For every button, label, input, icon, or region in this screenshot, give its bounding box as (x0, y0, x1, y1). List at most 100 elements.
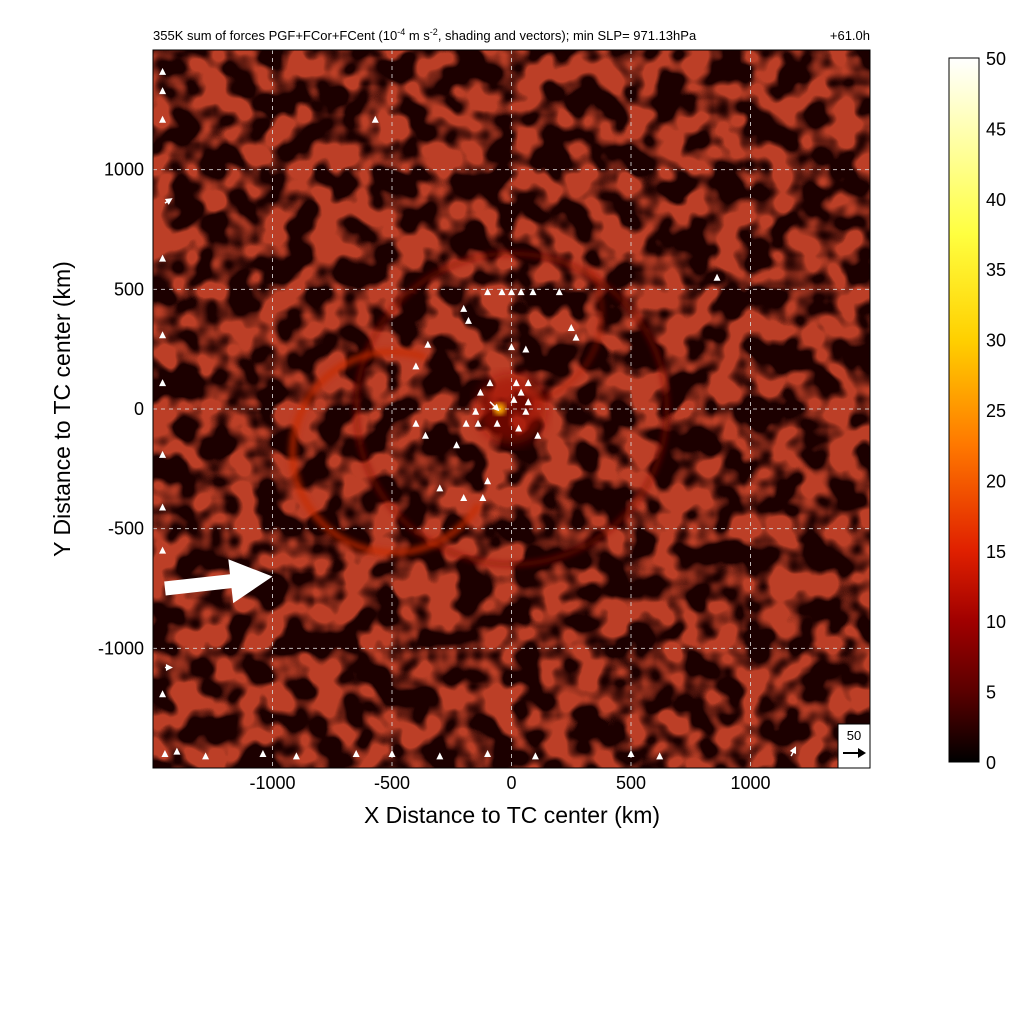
colorbar-tick-label: 0 (986, 753, 996, 773)
force-vector-head (491, 403, 500, 412)
force-vector (555, 288, 563, 296)
force-vector-head (159, 690, 167, 698)
force-vector (479, 493, 487, 501)
force-vector (159, 450, 167, 458)
force-vector-head (388, 750, 396, 758)
force-vector-head (524, 398, 532, 406)
force-vector (486, 379, 494, 387)
force-vector-head (159, 379, 167, 387)
force-vector-head (555, 288, 563, 296)
force-vector-head (202, 752, 210, 760)
force-vector (508, 343, 515, 351)
force-vector (517, 388, 525, 396)
force-vector-head (517, 288, 525, 296)
force-vector (498, 288, 506, 296)
force-vector-head (486, 379, 494, 387)
force-vector-head (464, 316, 472, 324)
time-label: +61.0h (830, 28, 870, 43)
colorbar-tick-label: 25 (986, 401, 1006, 421)
x-tick-label: 500 (616, 773, 646, 793)
spiral-band (289, 348, 483, 557)
force-vector-head (436, 752, 444, 760)
reference-vector-label: 50 (847, 728, 861, 743)
force-vector-head (524, 379, 532, 387)
force-vector (534, 431, 542, 439)
force-vector-head (412, 362, 420, 370)
x-tick-label: 1000 (730, 773, 770, 793)
force-vector-head (412, 419, 420, 427)
force-vector-head (484, 750, 492, 758)
force-vector (512, 379, 520, 387)
force-vector-head (462, 419, 470, 427)
force-vector (460, 493, 468, 501)
colorbar-tick-label: 45 (986, 119, 1006, 139)
x-tick-label: 0 (506, 773, 516, 793)
force-vector-head (534, 431, 542, 439)
force-vector (292, 752, 300, 760)
force-vector (508, 288, 515, 296)
force-vector (159, 503, 167, 511)
force-vector (164, 663, 173, 671)
force-vector (436, 752, 444, 760)
force-vector-head (484, 477, 492, 485)
force-vector (173, 747, 181, 755)
force-vector-head (572, 333, 580, 341)
large-vector-arrow (164, 559, 273, 604)
force-vector-head (159, 546, 167, 554)
force-vector (421, 431, 429, 439)
force-vector (489, 401, 500, 412)
y-ticks: -1000 -500 0 500 1000 (98, 160, 144, 659)
force-vector-head (165, 663, 173, 671)
force-vector (164, 198, 173, 205)
force-vector-head (510, 395, 518, 403)
force-vector (453, 441, 461, 449)
force-vector-head (472, 407, 480, 415)
force-vector (259, 750, 267, 758)
title-tail: , shading and vectors); min SLP= 971.13h… (438, 28, 697, 43)
reference-vector-box: 50 (837, 723, 870, 768)
force-vector (524, 379, 532, 387)
force-vector (472, 407, 480, 415)
vector-layer (159, 67, 797, 760)
force-vector-head (371, 115, 379, 123)
colorbar-tick-label: 20 (986, 471, 1006, 491)
force-vector-head (529, 288, 537, 296)
title-main: 355K sum of forces PGF+FCor+FCent (10 (153, 28, 397, 43)
force-vector-head (453, 441, 461, 449)
force-vector-head (161, 750, 169, 758)
force-vector (371, 115, 379, 123)
force-vector (159, 690, 167, 698)
force-vector-head (421, 431, 429, 439)
force-vector (713, 273, 721, 281)
force-vector-head (352, 750, 360, 758)
inner-arc (419, 221, 604, 406)
plot-area: 50 (153, 50, 870, 768)
y-tick-label: 0 (134, 399, 144, 419)
force-vector (159, 546, 167, 554)
x-tick-label: -1000 (249, 773, 295, 793)
force-vector-head (159, 503, 167, 511)
colorbar-tick-label: 50 (986, 49, 1006, 69)
force-vector (484, 750, 492, 758)
force-vector-head (159, 115, 167, 123)
force-vector (531, 752, 539, 760)
force-vector (424, 340, 432, 348)
force-vector-head (522, 407, 530, 415)
force-vector-head (713, 273, 721, 281)
y-tick-label: 500 (114, 279, 144, 299)
colorbar-tick-label: 10 (986, 612, 1006, 632)
force-vector-head (164, 198, 173, 205)
colorbar: 0 5 10 15 20 25 30 35 40 45 50 (948, 49, 1006, 773)
force-vector (524, 398, 532, 406)
y-tick-label: -500 (108, 519, 144, 539)
colorbar-ticks: 0 5 10 15 20 25 30 35 40 45 50 (986, 49, 1006, 773)
chart-title: 355K sum of forces PGF+FCor+FCent (10-4 … (153, 27, 697, 43)
force-vector (474, 419, 482, 427)
plot-frame (152, 49, 871, 769)
force-vector (159, 331, 167, 339)
force-vector-head (173, 747, 181, 755)
force-vector-head (531, 752, 539, 760)
force-vector-head (522, 345, 530, 353)
colorbar-tick-label: 15 (986, 542, 1006, 562)
